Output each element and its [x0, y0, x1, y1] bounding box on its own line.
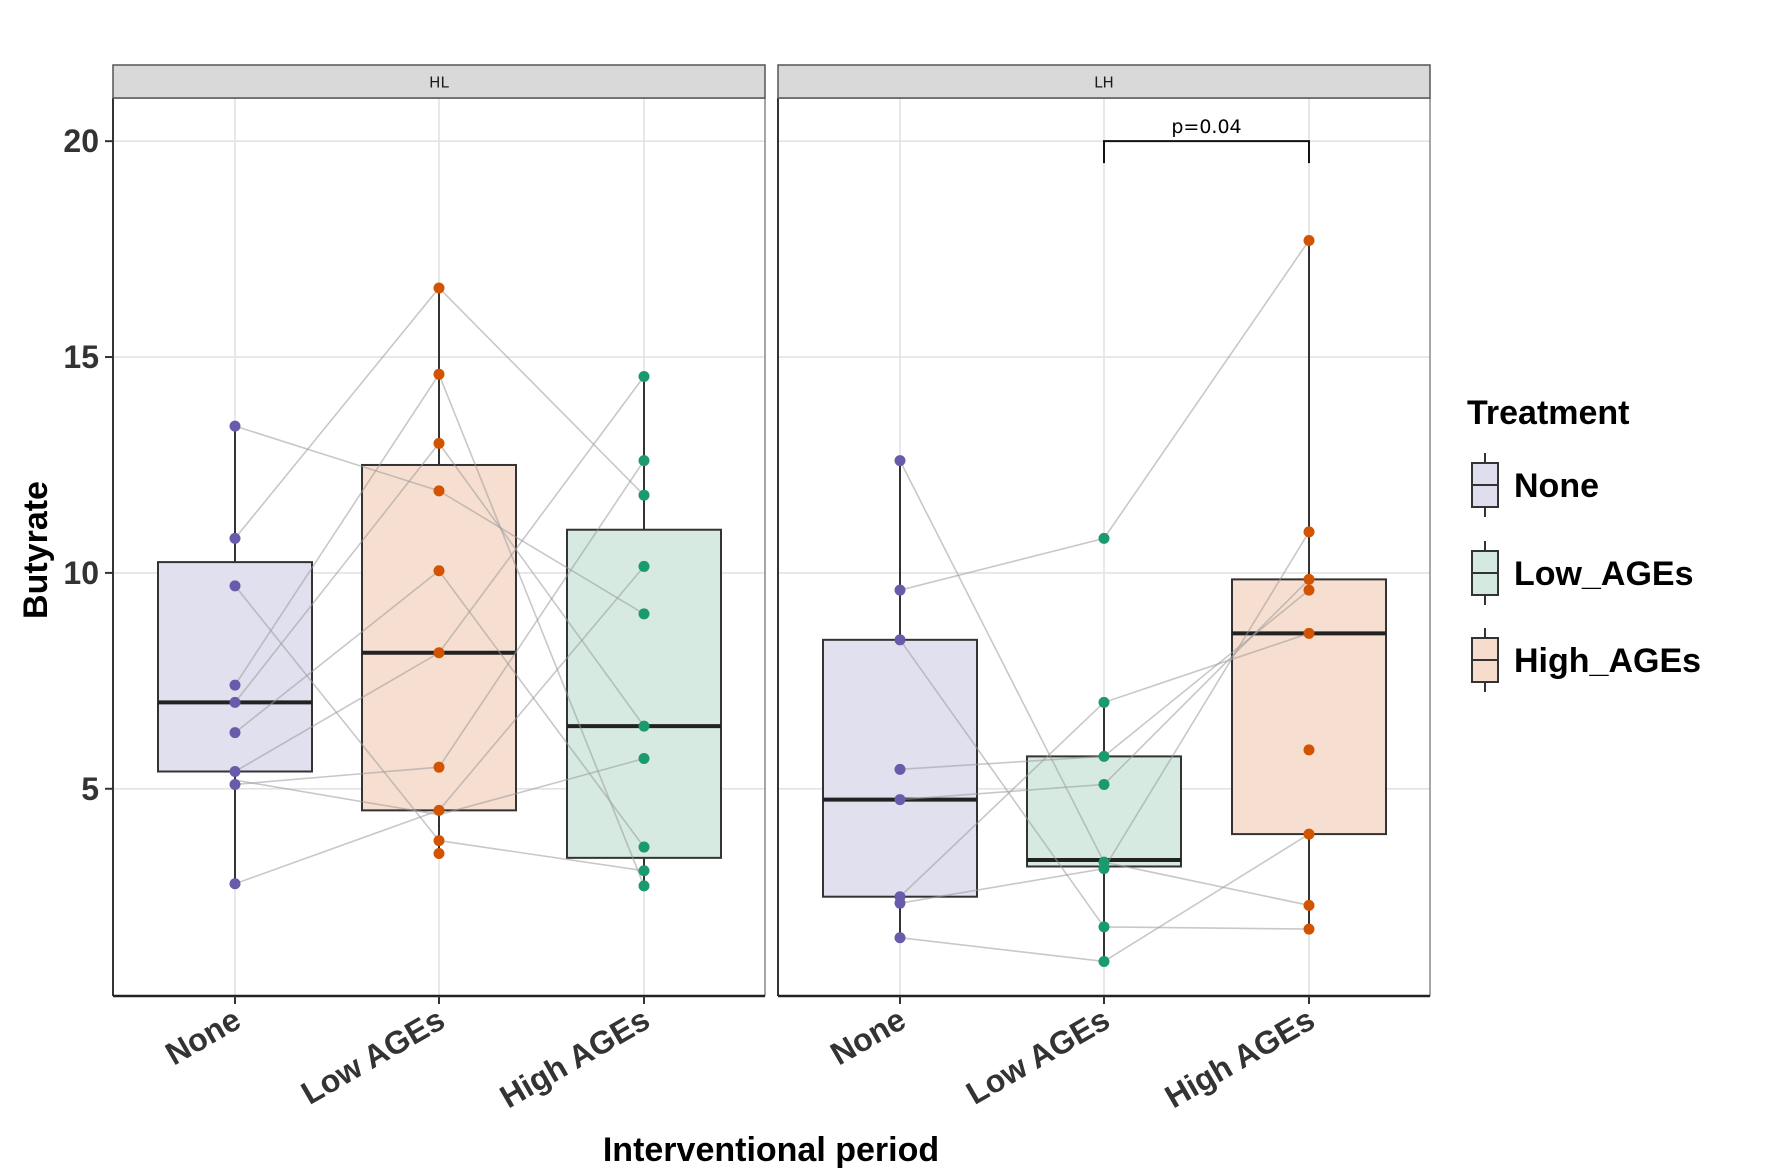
- x-axis-title: Interventional period: [603, 1131, 939, 1169]
- data-point-hl-none-6: [229, 766, 241, 777]
- data-point-hl-low-ages-4: [433, 565, 445, 577]
- data-point-hl-low-ages-6: [433, 761, 445, 773]
- data-point-hl-high-ages-5: [638, 720, 650, 732]
- y-tick-label-20: 20: [63, 123, 99, 159]
- x-tick-label-lh-high-ages: High AGEs: [1159, 1001, 1321, 1115]
- data-point-hl-high-ages-6: [638, 753, 650, 765]
- data-point-lh-high-ages-6: [1303, 828, 1315, 840]
- data-point-lh-low-ages-7: [1098, 955, 1110, 967]
- data-point-hl-none-4: [229, 696, 241, 708]
- data-point-hl-none-3: [229, 679, 241, 691]
- data-point-lh-none-0: [894, 455, 906, 467]
- data-point-lh-low-ages-1: [1098, 696, 1110, 708]
- y-tick-label-5: 5: [81, 771, 99, 807]
- y-axis-title: Butyrate: [17, 481, 55, 619]
- data-point-lh-none-1: [894, 584, 906, 596]
- strip-label-hl: HL: [429, 74, 449, 92]
- data-point-hl-none-7: [229, 778, 241, 790]
- legend-label-none: None: [1514, 467, 1599, 505]
- data-point-lh-low-ages-2: [1098, 750, 1110, 762]
- legend-label-low-ages: Low_AGEs: [1514, 555, 1693, 593]
- data-point-hl-high-ages-0: [638, 370, 650, 382]
- box-lh-high-ages: [1231, 578, 1387, 836]
- data-point-hl-none-8: [229, 878, 241, 890]
- x-tick-label-hl-low-ages: Low AGEs: [295, 1001, 451, 1112]
- data-point-hl-high-ages-8: [638, 865, 650, 877]
- x-tick-label-lh-low-ages: Low AGEs: [960, 1001, 1116, 1112]
- significance-bracket: [1103, 140, 1310, 164]
- data-point-hl-high-ages-4: [638, 608, 650, 620]
- data-point-hl-high-ages-1: [638, 455, 650, 467]
- x-tick-label-hl-none: None: [159, 1001, 246, 1072]
- data-point-lh-high-ages-3: [1303, 584, 1315, 596]
- data-point-lh-low-ages-5: [1098, 863, 1110, 875]
- data-point-hl-high-ages-9: [638, 880, 650, 892]
- data-point-lh-high-ages-5: [1303, 744, 1315, 756]
- data-point-hl-low-ages-3: [433, 485, 445, 497]
- x-tick-label-lh-none: None: [824, 1001, 911, 1072]
- data-point-lh-high-ages-7: [1303, 899, 1315, 911]
- data-point-hl-low-ages-0: [433, 282, 445, 294]
- data-point-lh-high-ages-1: [1303, 526, 1315, 538]
- data-point-hl-high-ages-3: [638, 560, 650, 572]
- data-point-hl-high-ages-7: [638, 841, 650, 853]
- data-point-lh-none-7: [894, 932, 906, 944]
- data-point-hl-low-ages-7: [433, 804, 445, 816]
- y-tick-label-15: 15: [63, 339, 99, 375]
- data-point-hl-low-ages-1: [433, 368, 445, 380]
- y-tick-label-10: 10: [63, 555, 99, 591]
- data-point-lh-none-6: [894, 897, 906, 909]
- box-hl-high-ages: [566, 528, 722, 859]
- data-point-lh-high-ages-8: [1303, 923, 1315, 935]
- data-point-hl-none-5: [229, 727, 241, 739]
- significance-label: p=0.04: [1171, 116, 1241, 138]
- strip-label-lh: LH: [1094, 74, 1114, 92]
- legend-title: Treatment: [1467, 394, 1630, 432]
- data-point-lh-none-4: [894, 794, 906, 806]
- data-point-hl-low-ages-8: [433, 835, 445, 847]
- data-point-hl-none-1: [229, 532, 241, 544]
- legend-label-high-ages: High_AGEs: [1514, 642, 1701, 680]
- data-point-hl-high-ages-2: [638, 489, 650, 501]
- data-point-lh-none-2: [894, 634, 906, 646]
- strip-header-lh: [777, 64, 1431, 99]
- data-point-hl-low-ages-5: [433, 647, 445, 659]
- data-point-lh-low-ages-0: [1098, 532, 1110, 544]
- data-point-lh-low-ages-3: [1098, 778, 1110, 790]
- data-point-hl-low-ages-2: [433, 437, 445, 449]
- data-point-hl-low-ages-9: [433, 848, 445, 860]
- data-point-lh-high-ages-4: [1303, 627, 1315, 639]
- data-point-lh-high-ages-0: [1303, 234, 1315, 246]
- data-point-lh-none-3: [894, 763, 906, 775]
- x-tick-label-hl-high-ages: High AGEs: [494, 1001, 656, 1115]
- data-point-lh-high-ages-2: [1303, 573, 1315, 585]
- data-point-hl-none-0: [229, 420, 241, 432]
- strip-header-hl: [112, 64, 766, 99]
- data-point-hl-none-2: [229, 580, 241, 592]
- data-point-lh-low-ages-6: [1098, 921, 1110, 933]
